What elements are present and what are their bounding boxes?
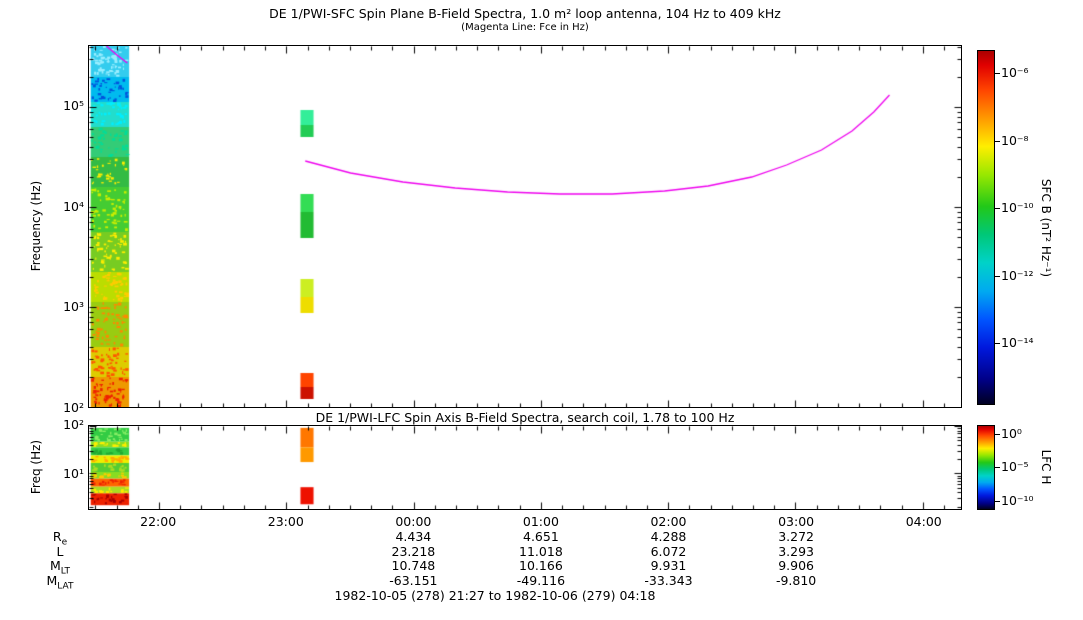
colorbar-tick-mark bbox=[995, 500, 1000, 502]
x-tick-label: 03:00 bbox=[778, 514, 815, 529]
colorbar-tick-mark bbox=[995, 276, 1000, 278]
colorbar-tick-label: 10⁻¹⁴ bbox=[1001, 334, 1034, 350]
ephemeris-row-label: Re bbox=[52, 529, 68, 548]
colorbar-tick-label: 10⁻¹⁰ bbox=[1001, 199, 1034, 215]
colorbar-tick-mark bbox=[995, 342, 1000, 344]
ephemeris-value: 4.434 bbox=[395, 529, 432, 544]
x-tick-label: 01:00 bbox=[522, 514, 559, 529]
ephemeris-value: 3.272 bbox=[778, 529, 814, 544]
ephemeris-value: 9.931 bbox=[650, 558, 687, 573]
y-tick-label: 10⁵ bbox=[63, 98, 84, 114]
ephemeris-value: 4.651 bbox=[523, 529, 559, 544]
ephemeris-value: 10.166 bbox=[519, 558, 563, 573]
ephemeris-value: 4.288 bbox=[650, 529, 687, 544]
ephemeris-value: -63.151 bbox=[389, 572, 438, 588]
ephemeris-value: 10.748 bbox=[391, 558, 436, 573]
colorbar-tick-label: 10⁻⁵ bbox=[1001, 458, 1029, 474]
y-tick-label: 10¹ bbox=[63, 465, 84, 481]
x-tick-label: 23:00 bbox=[267, 514, 304, 529]
colorbar-tick-mark bbox=[995, 73, 1000, 75]
lfc-panel-title: DE 1/PWI-LFC Spin Axis B-Field Spectra, … bbox=[315, 410, 735, 425]
lfc-spectrogram-canvas bbox=[89, 426, 961, 509]
sfc-panel-title: DE 1/PWI-SFC Spin Plane B-Field Spectra,… bbox=[269, 6, 781, 21]
colorbar-tick-mark bbox=[995, 466, 1000, 468]
sfc-y-axis-label: Frequency (Hz) bbox=[29, 180, 43, 272]
sfc-colorbar bbox=[977, 50, 995, 405]
colorbar-tick-label: 10⁻⁶ bbox=[1001, 65, 1029, 81]
lfc-panel bbox=[88, 425, 962, 510]
colorbar-tick-label: 10⁰ bbox=[1001, 425, 1022, 441]
y-tick-label: 10⁴ bbox=[63, 198, 84, 214]
colorbar-tick-label: 10⁻⁸ bbox=[1001, 132, 1029, 148]
ephemeris-row-label: MLT bbox=[49, 558, 71, 577]
y-tick-label: 10³ bbox=[63, 299, 84, 315]
lfc-colorbar bbox=[977, 425, 995, 510]
ephemeris-value: 6.072 bbox=[650, 543, 687, 559]
ephemeris-value: -49.116 bbox=[516, 572, 566, 588]
ephemeris-value: -9.810 bbox=[775, 572, 817, 588]
x-tick-label: 02:00 bbox=[650, 514, 687, 529]
colorbar-tick-label: 10⁻¹⁰ bbox=[1001, 492, 1034, 508]
y-tick-label: 10² bbox=[63, 400, 84, 415]
x-tick-label: 00:00 bbox=[395, 514, 432, 529]
ephemeris-row-label: MLAT bbox=[46, 572, 74, 592]
colorbar-tick-mark bbox=[995, 433, 1000, 435]
sfc-panel-subtitle: (Magenta Line: Fce in Hz) bbox=[461, 22, 589, 33]
ephemeris-value: -33.343 bbox=[644, 572, 693, 588]
ephemeris-value: 23.218 bbox=[391, 543, 436, 559]
time-range-caption: 1982-10-05 (278) 21:27 to 1982-10-06 (27… bbox=[334, 588, 656, 603]
ephemeris-row-label: L bbox=[56, 543, 64, 559]
ephemeris-value: 11.018 bbox=[519, 543, 563, 559]
sfc-spectrogram-canvas bbox=[89, 46, 961, 407]
x-tick-label: 04:00 bbox=[905, 514, 942, 529]
colorbar-tick-label: 10⁻¹² bbox=[1001, 268, 1034, 284]
y-tick-label: 10² bbox=[63, 417, 84, 432]
colorbar-tick-mark bbox=[995, 140, 1000, 142]
x-tick-label: 22:00 bbox=[140, 514, 177, 529]
ephemeris-value: 9.906 bbox=[778, 558, 814, 573]
colorbar-tick-mark bbox=[995, 207, 1000, 209]
sfc-panel bbox=[88, 45, 962, 408]
ephemeris-value: 3.293 bbox=[778, 543, 814, 559]
